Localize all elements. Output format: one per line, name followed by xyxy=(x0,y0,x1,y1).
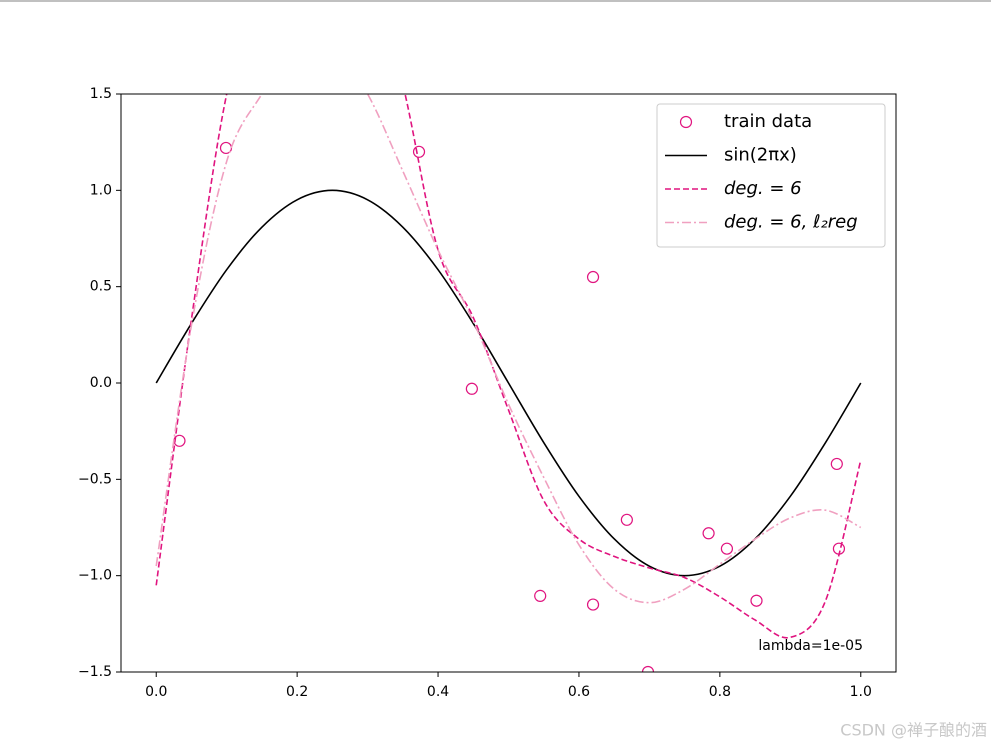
data-point xyxy=(465,382,478,395)
y-tick-label: 1.5 xyxy=(90,86,112,102)
y-tick-label: −0.5 xyxy=(78,471,112,487)
data-point xyxy=(750,594,763,607)
annotation: lambda=1e-05 xyxy=(758,638,863,654)
y-tick-label: −1.0 xyxy=(78,568,112,584)
data-point xyxy=(412,145,426,158)
legend-box xyxy=(656,103,886,248)
legend-marker xyxy=(679,115,693,129)
data-point xyxy=(586,270,600,284)
legend-label: deg. = 6 xyxy=(724,178,802,199)
x-tick-label: 0.0 xyxy=(145,684,167,700)
legend-label: deg. = 6, ℓ₂reg xyxy=(724,212,858,233)
x-tick-label: 0.8 xyxy=(709,684,731,700)
data-point xyxy=(720,542,734,555)
y-tick-label: 0.0 xyxy=(90,375,112,391)
data-point xyxy=(702,527,715,540)
y-tick-label: 1.0 xyxy=(90,182,112,198)
legend-label: train data xyxy=(724,111,812,132)
legend-label: sin(2πx) xyxy=(724,145,797,166)
data-point xyxy=(586,598,600,611)
line-series xyxy=(155,94,862,604)
x-tick-label: 0.6 xyxy=(568,684,590,700)
y-tick-label: 0.5 xyxy=(90,279,112,295)
line-series xyxy=(155,94,862,639)
data-point xyxy=(641,665,655,672)
data-point xyxy=(620,513,633,526)
data-point xyxy=(534,589,547,602)
plot-area xyxy=(155,94,862,672)
x-tick-label: 0.2 xyxy=(286,684,308,700)
y-tick-label: −1.5 xyxy=(78,664,112,680)
watermark: CSDN @禅子酿的酒 xyxy=(840,721,987,740)
data-point xyxy=(830,457,843,471)
x-tick-label: 0.4 xyxy=(427,684,449,700)
line-series xyxy=(155,189,862,577)
x-tick-label: 1.0 xyxy=(850,684,872,700)
